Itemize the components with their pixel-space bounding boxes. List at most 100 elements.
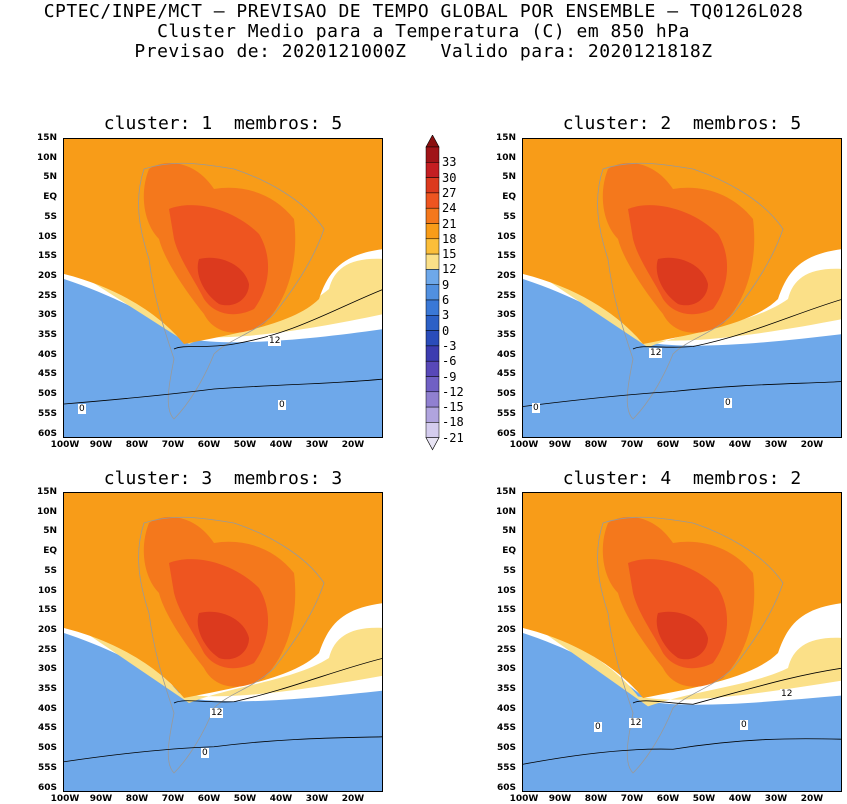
contour-line xyxy=(173,289,382,350)
lon-tick-label: 60W xyxy=(656,794,680,804)
lat-tick-label: 60S xyxy=(496,782,516,793)
lat-tick-label: 5S xyxy=(503,565,516,576)
lat-tick-label: 40S xyxy=(496,703,516,714)
lat-tick-label: 35S xyxy=(37,330,57,340)
lon-tick-label: 30W xyxy=(305,440,329,450)
colorbar-swatch xyxy=(425,269,440,285)
colorbar-label: -6 xyxy=(442,354,457,369)
map-panel-2: 15N 10N 5N EQ 5S 10S 15S 20S 25S 30S 35S 40S 45S 50S 5… xyxy=(496,133,842,450)
lon-tick-label: 20W xyxy=(341,794,365,804)
lat-tick-label: 10N xyxy=(36,506,57,517)
lat-tick-label: 30S xyxy=(496,664,516,675)
contour-label: 0 xyxy=(594,722,602,732)
lat-tick-label: 20S xyxy=(496,270,516,281)
lat-tick-label: 55S xyxy=(496,408,516,419)
lon-tick-label: 90W xyxy=(548,794,572,804)
contour-label: 0 xyxy=(740,720,748,730)
colorbar-min-arrow xyxy=(425,437,440,451)
temperature-band xyxy=(656,257,708,306)
temperature-band xyxy=(64,618,382,703)
lat-tick-label: 20S xyxy=(37,624,57,635)
colorbar-swatch xyxy=(425,162,440,178)
lon-tick-label: 100W xyxy=(509,794,539,804)
temperature-band xyxy=(64,258,382,344)
lat-tick-label: 15S xyxy=(496,605,516,616)
lat-tick-label: 30S xyxy=(37,664,57,675)
colorbar-swatch xyxy=(425,177,440,194)
contour-line xyxy=(173,658,382,704)
lon-tick-label: 70W xyxy=(161,440,185,450)
lat-tick-label: 5N xyxy=(502,526,516,537)
lon-tick-label: 80W xyxy=(125,440,149,450)
colorbar-swatch xyxy=(425,345,440,362)
lat-tick-label: 60S xyxy=(37,428,57,439)
header-title: CPTEC/INPE/MCT – PREVISAO DE TEMPO GLOBA… xyxy=(43,1,804,22)
contour-label: 0 xyxy=(278,400,286,410)
lat-tick-label: 60S xyxy=(496,428,516,439)
colorbar-swatch xyxy=(425,238,440,255)
lat-tick-label: EQ xyxy=(502,192,516,203)
colorbar-label: 24 xyxy=(442,201,457,216)
temperature-map xyxy=(63,138,383,438)
contour-label: 12 xyxy=(780,689,794,699)
colorbar-label: -21 xyxy=(442,430,464,445)
colorbar-label: 12 xyxy=(442,262,457,277)
lat-tick-label: 10S xyxy=(37,231,57,242)
lat-tick-label: EQ xyxy=(43,546,57,557)
lat-tick-label: 40S xyxy=(37,349,57,360)
colorbar-label: 3 xyxy=(442,308,450,323)
panel-4-title: cluster: 4 membros: 2 xyxy=(562,468,802,489)
lat-tick-label: 45S xyxy=(496,723,516,734)
lat-tick-label: 15S xyxy=(496,251,516,262)
lon-tick-label: 70W xyxy=(620,440,644,450)
colorbar-swatches xyxy=(425,135,440,451)
contour-label: 0 xyxy=(201,748,209,758)
lat-tick-label: 50S xyxy=(496,743,516,754)
colorbar-label: -15 xyxy=(442,400,464,415)
colorbar-label: -3 xyxy=(442,338,457,353)
lon-tick-label: 60W xyxy=(656,440,680,450)
colorbar-max-arrow xyxy=(425,135,440,148)
contour-label: 0 xyxy=(724,398,732,408)
lon-tick-label: 40W xyxy=(728,794,752,804)
colorbar-label: 9 xyxy=(442,277,450,292)
colorbar-swatch xyxy=(425,253,440,270)
lat-tick-label: 25S xyxy=(37,644,57,655)
colorbar-label: -9 xyxy=(442,369,457,384)
colorbar-swatch xyxy=(425,422,440,438)
lon-tick-label: 20W xyxy=(800,440,824,450)
colorbar-label: 0 xyxy=(442,323,450,338)
lon-tick-label: 80W xyxy=(125,794,149,804)
lon-tick-label: 50W xyxy=(692,794,716,804)
colorbar-label: 33 xyxy=(442,155,457,170)
lon-tick-label: 90W xyxy=(548,440,572,450)
lat-tick-label: 55S xyxy=(37,762,57,773)
colorbar-label: 21 xyxy=(442,216,457,231)
lat-tick-label: 5N xyxy=(502,172,516,183)
lat-tick-label: 35S xyxy=(496,684,516,694)
temperature-map xyxy=(522,138,842,438)
lat-tick-label: EQ xyxy=(43,192,57,203)
colorbar-swatch xyxy=(425,376,440,393)
colorbar-label: 27 xyxy=(442,185,457,200)
lat-tick-label: 15S xyxy=(37,251,57,262)
lat-tick-label: 10N xyxy=(36,152,57,163)
lon-tick-label: 70W xyxy=(161,794,185,804)
lat-tick-label: 45S xyxy=(496,369,516,380)
lon-tick-label: 60W xyxy=(197,794,221,804)
panel-1-title: cluster: 1 membros: 5 xyxy=(103,113,343,134)
temperature-band xyxy=(197,611,249,660)
lat-tick-label: 50S xyxy=(37,389,57,400)
colorbar-swatch xyxy=(425,330,440,347)
contour-label: 12 xyxy=(629,718,643,728)
lat-tick-label: 15N xyxy=(36,133,57,143)
colorbar-label: 30 xyxy=(442,170,457,185)
contour-label: 12 xyxy=(268,336,282,346)
colorbar-label: 15 xyxy=(442,247,457,262)
lat-tick-label: 5N xyxy=(43,526,57,537)
lon-tick-label: 90W xyxy=(89,440,113,450)
lat-tick-label: 45S xyxy=(37,369,57,380)
lat-tick-label: EQ xyxy=(502,546,516,557)
lon-tick-label: 60W xyxy=(197,440,221,450)
colorbar-swatch xyxy=(425,223,440,240)
